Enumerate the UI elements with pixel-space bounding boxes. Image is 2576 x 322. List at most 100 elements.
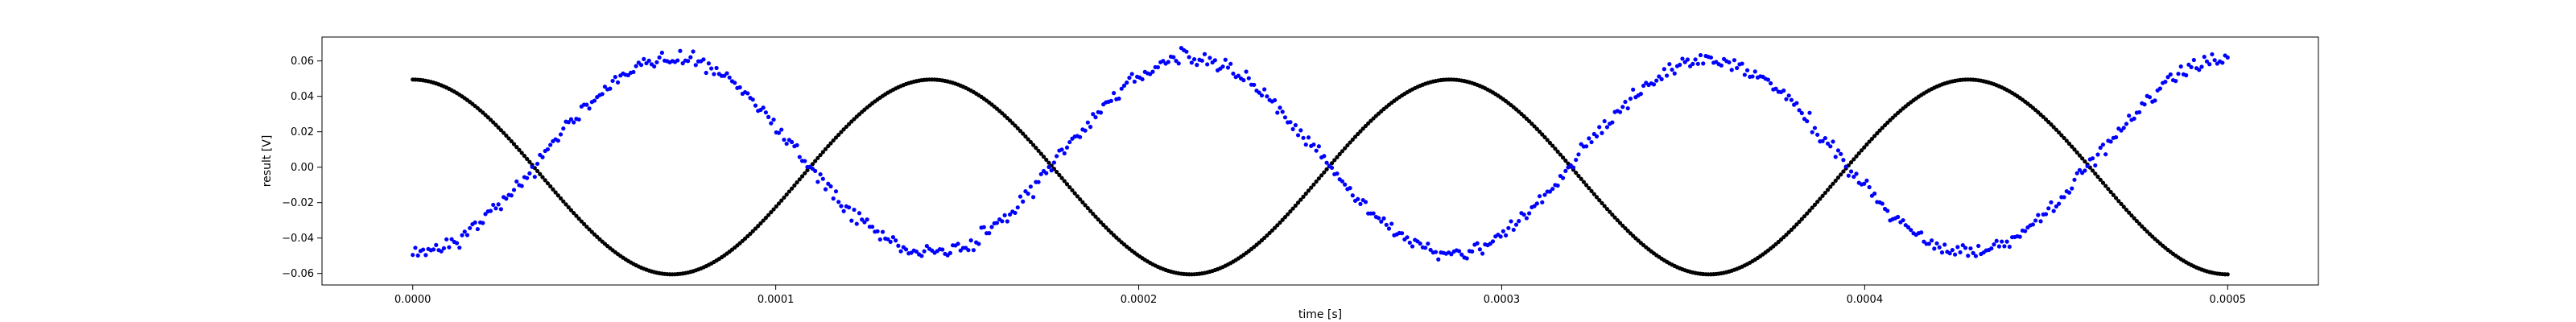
data-point — [2204, 59, 2210, 64]
data-point — [519, 184, 524, 188]
data-point — [464, 233, 470, 237]
data-point — [1732, 58, 1737, 63]
data-point — [1127, 76, 1132, 80]
data-point — [439, 249, 444, 254]
data-point — [491, 202, 496, 208]
y-tick-label: −0.04 — [282, 233, 314, 245]
data-point — [688, 55, 693, 60]
data-point — [733, 80, 737, 85]
data-point — [784, 141, 789, 147]
data-point — [1594, 195, 1600, 200]
data-point — [2168, 72, 2173, 77]
data-point — [530, 164, 535, 169]
data-point — [1428, 247, 1433, 253]
data-point — [1744, 68, 1750, 72]
data-point — [1262, 87, 1267, 92]
data-point — [584, 225, 589, 229]
data-point — [1070, 188, 1075, 192]
data-point — [704, 70, 708, 76]
data-point — [1322, 154, 1327, 159]
data-point — [1278, 220, 1282, 225]
data-point — [1825, 141, 1831, 146]
data-point — [1597, 198, 1602, 203]
data-point — [880, 229, 886, 234]
data-point — [1794, 101, 1799, 105]
data-point — [1384, 222, 1389, 227]
data-point — [1617, 221, 1623, 225]
data-point — [634, 64, 638, 68]
data-point — [1350, 137, 1355, 142]
data-point — [532, 175, 537, 180]
data-point — [1729, 68, 1734, 72]
data-point — [1368, 118, 1373, 123]
data-point — [1610, 120, 1615, 125]
data-point — [1862, 181, 1867, 186]
data-point — [1812, 202, 1818, 207]
data-point — [1848, 160, 1854, 165]
data-point — [2083, 159, 2087, 164]
data-point — [1953, 252, 1958, 257]
data-point — [522, 154, 527, 159]
data-point — [769, 210, 774, 215]
data-point — [1306, 188, 1311, 193]
data-point — [579, 219, 584, 224]
data-point — [558, 132, 564, 137]
data-point — [1055, 169, 1059, 175]
data-point — [1939, 250, 1945, 255]
data-point — [1088, 125, 1093, 130]
y-tick-label: −0.06 — [282, 268, 314, 280]
data-point — [1379, 219, 1384, 224]
data-point — [678, 48, 683, 53]
data-point — [2083, 168, 2087, 173]
data-point — [496, 125, 501, 130]
data-point — [1288, 209, 1293, 214]
data-point — [1311, 142, 1316, 147]
data-point — [1038, 151, 1043, 156]
data-point — [1727, 60, 1732, 65]
data-point — [1839, 172, 1843, 177]
data-point — [1340, 149, 1345, 154]
data-point — [1272, 97, 1278, 103]
data-point — [2033, 218, 2038, 223]
data-point — [1608, 209, 1612, 214]
data-point — [1088, 208, 1093, 213]
data-point — [1625, 105, 1630, 111]
data-point — [813, 168, 818, 173]
data-point — [1386, 226, 1392, 231]
data-point — [1550, 143, 1555, 148]
data-point — [1859, 148, 1864, 153]
data-point — [1301, 194, 1306, 199]
data-point — [1631, 87, 1636, 92]
data-point — [1604, 206, 1610, 212]
data-point — [1038, 171, 1043, 176]
data-point — [1550, 187, 1555, 192]
data-point — [2140, 224, 2145, 229]
data-point — [2163, 80, 2168, 85]
data-point — [722, 73, 727, 78]
data-point — [894, 238, 898, 243]
data-point — [1290, 126, 1295, 132]
data-point — [766, 213, 771, 217]
data-point — [1015, 126, 1020, 130]
data-point — [1104, 225, 1108, 230]
data-point — [1085, 205, 1090, 211]
data-point — [1581, 180, 1586, 184]
data-point — [1108, 98, 1113, 103]
data-point — [1542, 192, 1547, 197]
data-point — [1316, 176, 1321, 181]
data-point — [968, 238, 973, 243]
data-point — [922, 249, 927, 254]
data-point — [1106, 228, 1111, 233]
data-point — [2000, 239, 2004, 244]
data-point — [1335, 171, 1340, 176]
data-point — [1067, 139, 1072, 145]
data-point — [1524, 216, 1530, 221]
data-point — [2070, 144, 2074, 149]
data-point — [2210, 52, 2215, 57]
data-point — [576, 217, 581, 221]
data-point — [1664, 73, 1670, 78]
data-point — [2132, 216, 2136, 221]
data-point — [1602, 118, 1607, 124]
data-point — [1093, 115, 1098, 120]
data-point — [1839, 151, 1843, 156]
